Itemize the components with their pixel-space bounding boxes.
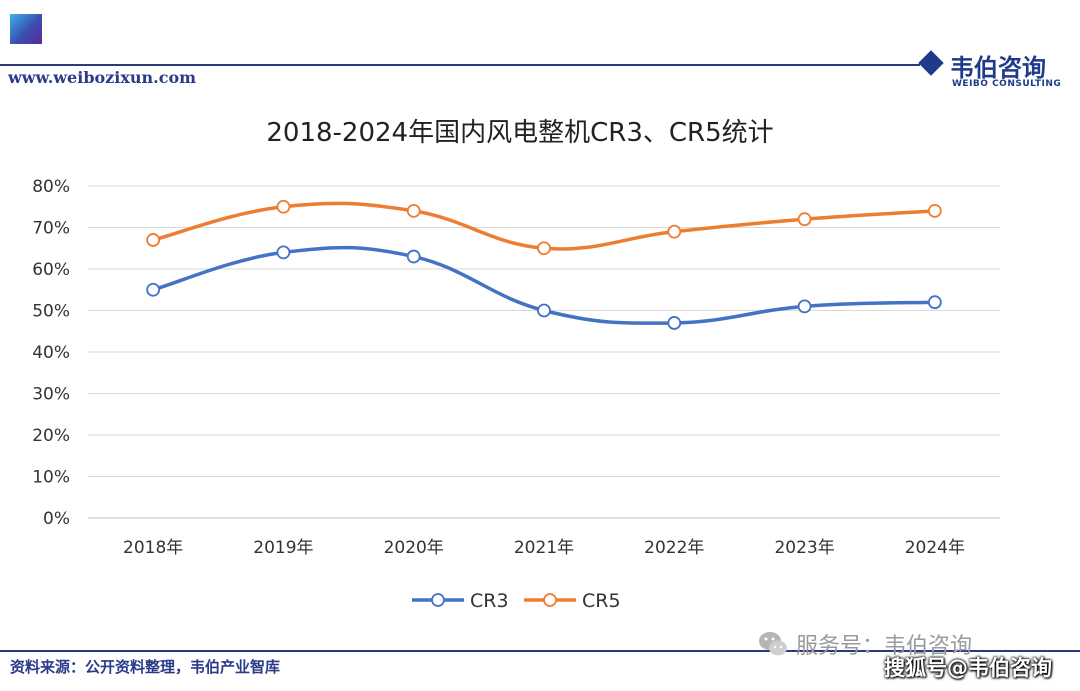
chart-title: 2018-2024年国内风电整机CR3、CR5统计 (266, 118, 773, 148)
data-point-cr5 (537, 241, 551, 256)
y-axis: 0% 10% 20% 30% 40% 50% 60% 70% 80% (32, 177, 70, 529)
x-tick-label: 2023年 (774, 538, 834, 558)
legend-marker-cr3 (431, 593, 445, 607)
service-account: 服务号：韦伯咨询 (796, 634, 973, 659)
site-url: www.weibozixun.com (8, 68, 197, 87)
x-tick-label: 2018年 (123, 538, 183, 558)
legend-marker-cr5 (543, 593, 557, 607)
brand-logo: 韦伯咨询 WEIBO CONSULTING (918, 48, 1070, 92)
y-tick-label: 30% (32, 385, 70, 405)
wechat-icon (759, 632, 787, 656)
y-tick-label: 50% (32, 302, 70, 322)
data-point-cr3 (276, 245, 291, 260)
data-point-cr3 (406, 249, 421, 264)
y-tick-label: 80% (32, 177, 70, 197)
source-note: 资料来源：公开资料整理，韦伯产业智库 (10, 658, 281, 676)
x-axis: 2018年 2019年 2020年 2021年 2022年 2023年 2024年 (123, 538, 965, 558)
data-point-cr3 (146, 282, 161, 297)
x-tick-label: 2024年 (905, 538, 965, 558)
x-tick-label: 2022年 (644, 538, 704, 558)
header-divider (0, 64, 920, 66)
y-tick-label: 0% (43, 509, 70, 529)
x-tick-label: 2019年 (253, 538, 313, 558)
legend-label-cr5: CR5 (582, 590, 621, 612)
data-point-cr5 (667, 224, 682, 239)
series-lines (146, 199, 942, 330)
sohu-watermark: 搜狐号@韦伯咨询 (884, 656, 1052, 680)
grid-lines (88, 185, 1000, 519)
data-point-cr3 (537, 303, 551, 318)
y-tick-label: 70% (32, 219, 70, 239)
data-point-cr5 (276, 199, 291, 214)
data-point-cr5 (406, 203, 421, 218)
data-point-cr5 (927, 203, 942, 218)
brand-name-en: WEIBO CONSULTING (952, 79, 1062, 89)
brand-logo-square (10, 14, 42, 44)
y-tick-label: 40% (32, 343, 70, 363)
x-tick-label: 2021年 (514, 538, 574, 558)
legend: CR3 CR5 (412, 590, 621, 612)
x-tick-label: 2020年 (384, 538, 444, 558)
y-tick-label: 20% (32, 426, 70, 446)
y-tick-label: 60% (32, 260, 70, 280)
y-tick-label: 10% (32, 468, 70, 488)
footer-divider (0, 650, 1080, 652)
brand-name-cn: 韦伯咨询 (950, 54, 1046, 82)
data-point-cr3 (667, 316, 682, 330)
legend-label-cr3: CR3 (470, 590, 509, 612)
data-point-cr3 (797, 299, 812, 314)
data-point-cr5 (797, 212, 812, 227)
data-point-cr3 (927, 295, 942, 310)
data-point-cr5 (146, 233, 161, 247)
